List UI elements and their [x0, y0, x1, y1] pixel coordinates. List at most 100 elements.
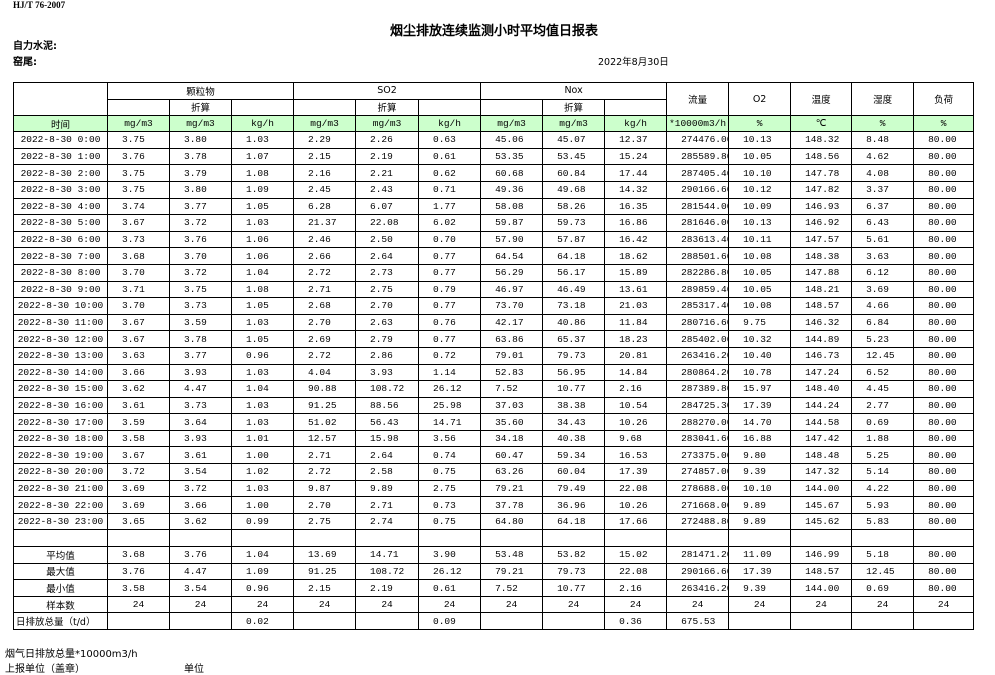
value-cell: 16.86: [604, 214, 668, 232]
table-row: 2022-8-30 14:00 3.66 3.93 1.03 4.04 3.93 1.14 5…: [13, 363, 975, 382]
value-cell: 10.54: [604, 396, 668, 415]
value-cell: 4.62: [851, 147, 915, 166]
summary-cell: 0.69: [851, 579, 915, 597]
value-cell: 146.32: [790, 313, 853, 332]
value-cell: 280864.20: [666, 363, 730, 382]
value-cell: 3.58: [107, 429, 170, 448]
summary-cell: 24: [728, 595, 792, 614]
value-cell: 285589.80: [666, 147, 730, 166]
summary-cell: [542, 612, 606, 630]
summary-cell: 24: [790, 595, 853, 614]
value-cell: 1.77: [418, 197, 482, 216]
value-cell: 80.00: [913, 197, 975, 216]
table-row: 2022-8-30 22:00 3.69 3.66 1.00 2.70 2.71 0.73 3…: [13, 496, 975, 514]
value-cell: 12.57: [293, 429, 357, 448]
value-cell: 3.61: [107, 396, 170, 415]
value-cell: 2.75: [293, 512, 357, 531]
value-cell: 148.48: [790, 446, 853, 465]
table-row: 2022-8-30 15:00 3.62 4.47 1.04 90.88 108.72 26…: [13, 380, 975, 398]
empty-cell: [851, 529, 915, 548]
time-cell: 2022-8-30 7:00: [13, 247, 108, 265]
value-cell: 80.00: [913, 346, 975, 365]
report-date: 2022年8月30日: [598, 57, 669, 68]
value-cell: 10.32: [728, 330, 792, 348]
unit-cell: mg/m3: [480, 115, 544, 133]
value-cell: 80.00: [913, 147, 975, 166]
value-cell: 3.76: [169, 230, 232, 249]
value-cell: 3.67: [107, 446, 170, 465]
summary-cell: [480, 612, 544, 630]
value-cell: 10.10: [728, 164, 792, 182]
summary-cell: 3.54: [169, 579, 232, 597]
value-cell: 10.12: [728, 180, 792, 199]
unit-cell: mg/m3: [107, 115, 170, 133]
summary-label: 最小值: [13, 579, 108, 597]
value-cell: 263416.20: [666, 346, 730, 365]
value-cell: 5.61: [851, 230, 915, 249]
time-cell: 2022-8-30 5:00: [13, 214, 108, 232]
value-cell: 0.75: [418, 512, 482, 531]
value-cell: 3.75: [107, 164, 170, 182]
value-cell: 60.68: [480, 164, 544, 182]
summary-cell: 91.25: [293, 562, 357, 581]
table-row: 2022-8-30 17:00 3.59 3.64 1.03 51.02 56.43 14.…: [13, 413, 975, 431]
summary-cell: [293, 612, 357, 630]
value-cell: 2.68: [293, 297, 357, 315]
summary-cell: 24: [230, 595, 295, 614]
value-cell: 20.81: [604, 346, 668, 365]
unit-cell: kg/h: [604, 115, 668, 133]
value-cell: 10.05: [728, 263, 792, 282]
value-cell: 285402.00: [666, 330, 730, 348]
value-cell: 147.78: [790, 164, 853, 182]
value-cell: 2.70: [355, 297, 420, 315]
value-cell: 34.18: [480, 429, 544, 448]
value-cell: 80.00: [913, 496, 975, 514]
column-header: O2: [728, 81, 792, 117]
value-cell: 144.24: [790, 396, 853, 415]
header-cell: [230, 98, 295, 117]
summary-cell: [107, 612, 170, 630]
summary-cell: 24: [913, 595, 975, 614]
table-row: 2022-8-30 1:00 3.76 3.78 1.07 2.15 2.19 0.61 53…: [13, 147, 975, 166]
value-cell: 15.98: [355, 429, 420, 448]
table-row: 2022-8-30 20:00 3.72 3.54 1.02 2.72 2.58 0.75 6…: [13, 463, 975, 481]
table-row: 2022-8-30 7:00 3.68 3.70 1.06 2.66 2.64 0.77 64…: [13, 247, 975, 265]
value-cell: 147.88: [790, 263, 853, 282]
summary-cell: [851, 612, 915, 630]
empty-cell: [728, 529, 792, 548]
value-cell: 9.80: [728, 446, 792, 465]
table-row: 2022-8-30 23:00 3.65 3.62 0.99 2.75 2.74 0.75 6…: [13, 512, 975, 531]
summary-cell: 0.96: [230, 579, 295, 597]
value-cell: 64.18: [542, 247, 606, 265]
value-cell: 4.04: [293, 363, 357, 382]
table-row: 颗粒物 SO2 Nox 流量 O2 温度 湿度 负荷: [13, 81, 975, 117]
value-cell: 10.11: [728, 230, 792, 249]
value-cell: 287405.40: [666, 164, 730, 182]
value-cell: 49.68: [542, 180, 606, 199]
table-row: 最小值 3.58 3.54 0.96 2.15 2.19 0.61 7.52 10.77 2.16…: [13, 579, 975, 597]
value-cell: 34.43: [542, 413, 606, 431]
value-cell: 80.00: [913, 131, 975, 149]
value-cell: 1.08: [230, 280, 295, 299]
table-row: 2022-8-30 3:00 3.75 3.80 1.09 2.45 2.43 0.71 49…: [13, 180, 975, 199]
value-cell: 17.44: [604, 164, 668, 182]
footer-unit: 单位: [184, 664, 204, 675]
value-cell: 0.76: [418, 313, 482, 332]
value-cell: 10.08: [728, 247, 792, 265]
value-cell: 147.32: [790, 463, 853, 481]
value-cell: 17.39: [604, 463, 668, 481]
value-cell: 59.34: [542, 446, 606, 465]
value-cell: 283041.60: [666, 429, 730, 448]
empty-cell: [13, 529, 108, 548]
value-cell: 4.45: [851, 380, 915, 398]
value-cell: 15.24: [604, 147, 668, 166]
value-cell: 3.76: [107, 147, 170, 166]
value-cell: 3.75: [169, 280, 232, 299]
value-cell: 7.52: [480, 380, 544, 398]
value-cell: 53.45: [542, 147, 606, 166]
value-cell: 16.35: [604, 197, 668, 216]
empty-cell: [666, 529, 730, 548]
value-cell: 0.77: [418, 263, 482, 282]
value-cell: 1.04: [230, 380, 295, 398]
